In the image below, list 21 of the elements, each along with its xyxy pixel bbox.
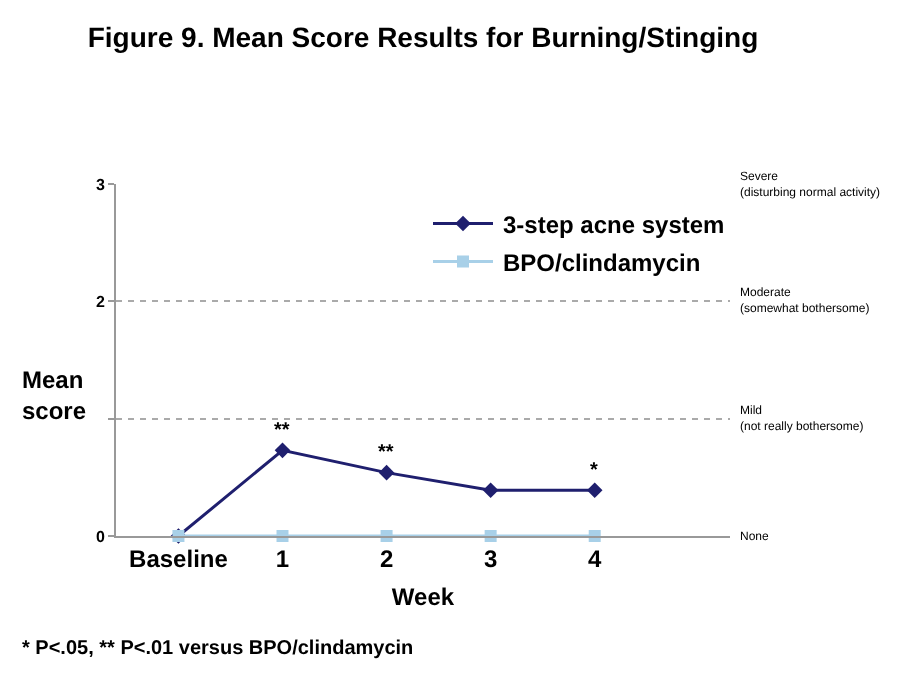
text: * P<.05, ** P<.01 versus BPO/clindamycin (22, 638, 414, 660)
y-tick-label: 3 (95, 175, 106, 194)
x-tick-label: 4 (588, 544, 603, 573)
annotation: ** (378, 442, 394, 464)
point (274, 442, 291, 459)
legend-label: BPO/clindamycin (503, 248, 701, 277)
x-tick-label: 2 (379, 544, 394, 573)
x-tick-label: 1 (275, 544, 290, 573)
x-tick-label: Baseline (129, 544, 229, 573)
point (378, 464, 395, 481)
point (482, 482, 499, 499)
legend-label: 3-step acne system (503, 210, 725, 239)
x-tick-label: 3 (483, 544, 498, 573)
y-tick-label: 0 (95, 527, 106, 546)
y-tick-label: 2 (95, 292, 106, 311)
annotation: * (590, 460, 598, 482)
x-axis-title: Week (391, 582, 455, 611)
y-axis-title: Mean score (22, 366, 87, 426)
point (586, 482, 603, 499)
annotation: ** (274, 420, 290, 442)
chart-title: Figure 9. Mean Score Results for Burning/Stinging (87, 20, 759, 53)
